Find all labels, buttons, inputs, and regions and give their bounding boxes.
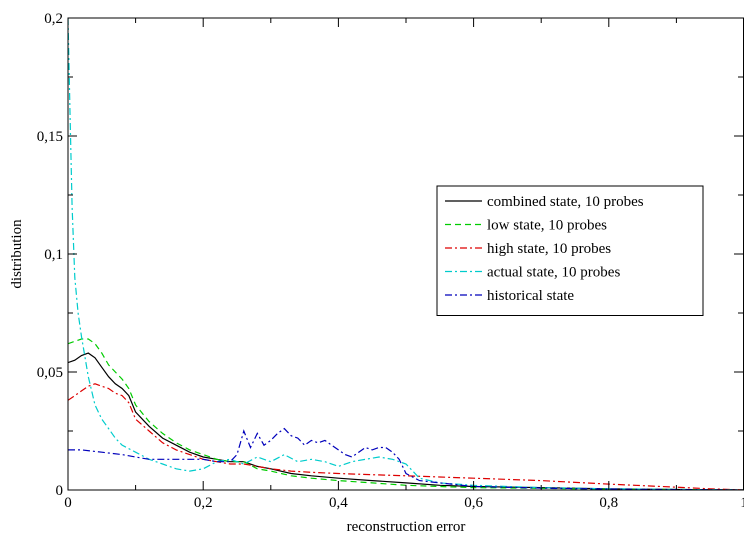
- series-layer: [68, 18, 744, 490]
- x-axis-title: reconstruction error: [347, 519, 466, 535]
- y-axis-title: distribution: [9, 219, 25, 289]
- series-line-0: [68, 352, 744, 490]
- y-tick-label: 0,1: [44, 247, 63, 263]
- legend: combined state, 10 probes low state, 10 p…: [436, 185, 704, 316]
- series-line-1: [68, 338, 744, 490]
- x-tick-label: 0,4: [329, 495, 348, 511]
- x-tick-label: 0: [64, 495, 72, 511]
- series-line-4: [68, 427, 744, 490]
- y-axis: 0 0,05 0,1 0,15 0,2: [37, 11, 743, 499]
- y-tick-label: 0,15: [37, 129, 63, 145]
- y-tick-label: 0,2: [44, 11, 63, 27]
- legend-label: high state, 10 probes: [487, 241, 611, 257]
- legend-label: actual state, 10 probes: [487, 265, 620, 281]
- x-axis: 0 0,2 0,4 0,6 0,8 1: [64, 18, 744, 511]
- x-tick-label: 0,8: [599, 495, 618, 511]
- x-tick-label: 0,6: [464, 495, 483, 511]
- y-tick-label: 0,05: [37, 365, 63, 381]
- x-tick-label: 1: [740, 495, 744, 511]
- legend-label: combined state, 10 probes: [487, 194, 644, 210]
- legend-label: low state, 10 probes: [487, 218, 607, 234]
- legend-label: historical state: [487, 288, 574, 304]
- x-tick-label: 0,2: [194, 495, 213, 511]
- y-tick-label: 0: [56, 483, 64, 499]
- legend-box: [436, 185, 704, 316]
